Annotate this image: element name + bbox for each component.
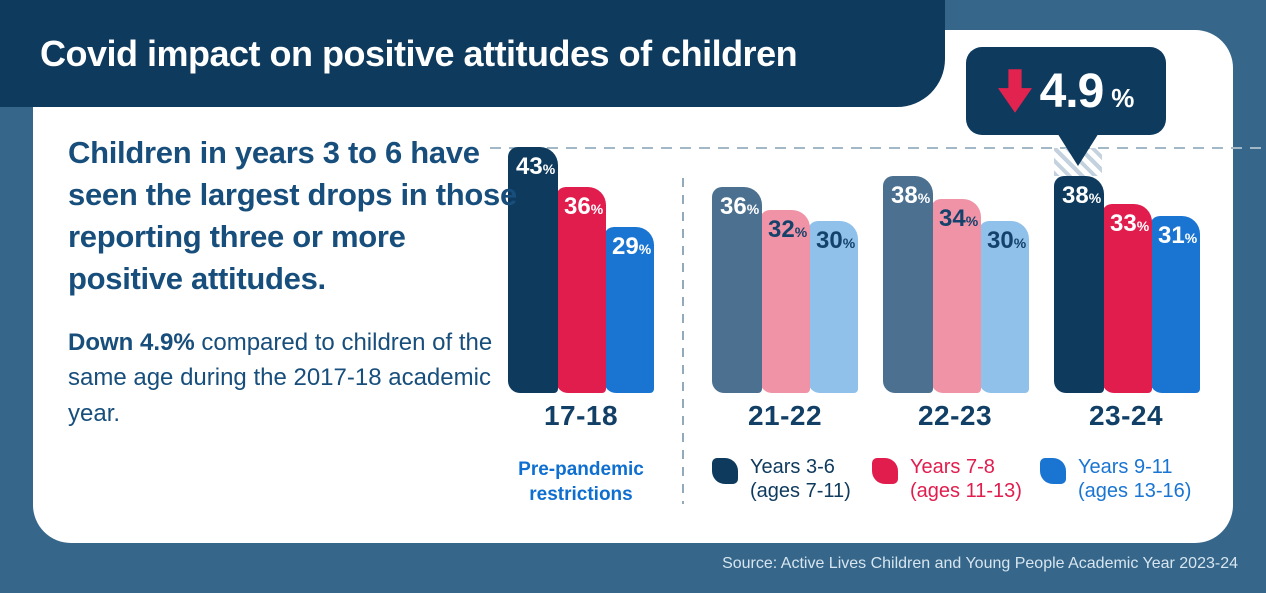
- pre-pandemic-label: Pre-pandemic restrictions: [486, 458, 676, 507]
- category-label-17-18: 17-18: [543, 400, 619, 431]
- detail-text: Down 4.9% compared to children of the sa…: [68, 325, 526, 432]
- bar-value-label: 36%: [564, 193, 604, 220]
- header-banner: Covid impact on positive attitudes of ch…: [0, 0, 945, 107]
- bar-21-22-years-7-8: 32%: [760, 210, 810, 393]
- drop-callout-bubble: 4.9 %: [966, 47, 1166, 135]
- bar-value-label: 38%: [1062, 182, 1102, 209]
- legend-label: Years 3-6 (ages 7-11): [750, 456, 851, 502]
- bar-value-label: 34%: [939, 205, 979, 232]
- intro-text-block: Children in years 3 to 6 have seen the l…: [68, 132, 526, 431]
- bar-23-24-years-7-8: 33%: [1102, 204, 1152, 393]
- bar-value-label: 43%: [516, 153, 556, 180]
- legend-item-years-3-6: Years 3-6 (ages 7-11): [712, 455, 851, 503]
- group-divider-dashed-line: [682, 178, 684, 504]
- category-label-22-23: 22-23: [917, 400, 993, 431]
- bar-23-24-years-9-11: 31%: [1150, 216, 1200, 393]
- bar-17-18-years-9-11: 29%: [604, 227, 654, 393]
- detail-rest: compared to children of the same age dur…: [68, 328, 493, 427]
- bar-value-label: 36%: [720, 193, 760, 220]
- bar-value-label: 31%: [1158, 222, 1198, 249]
- down-arrow-icon: [997, 69, 1032, 113]
- drop-percent-sign: %: [1111, 82, 1135, 113]
- legend-item-years-7-8: Years 7-8 (ages 11-13): [872, 455, 1022, 503]
- bar-17-18-years-7-8: 36%: [556, 187, 606, 393]
- bar-21-22-years-9-11: 30%: [808, 221, 858, 393]
- source-line: Source: Active Lives Children and Young …: [722, 555, 1238, 572]
- legend-swatch-icon: [1040, 458, 1066, 484]
- category-label-21-22: 21-22: [747, 400, 823, 431]
- legend-swatch-icon: [872, 458, 898, 484]
- bar-value-label: 33%: [1110, 210, 1150, 237]
- bar-22-23-years-3-6: 38%: [883, 176, 933, 393]
- bar-value-label: 38%: [891, 182, 931, 209]
- headline-text: Children in years 3 to 6 have seen the l…: [68, 135, 517, 297]
- legend-label: Years 9-11 (ages 13-16): [1078, 456, 1192, 502]
- bar-value-label: 30%: [816, 227, 856, 254]
- bar-21-22-years-3-6: 36%: [712, 187, 762, 393]
- bar-value-label: 32%: [768, 216, 808, 243]
- pre-pandemic-label-line1: Pre-pandemic: [518, 459, 644, 480]
- bar-23-24-years-3-6: 38%: [1054, 176, 1104, 393]
- bar-17-18-years-3-6: 43%: [508, 147, 558, 393]
- bar-22-23-years-7-8: 34%: [931, 199, 981, 393]
- bar-value-label: 29%: [612, 233, 652, 260]
- pre-pandemic-baseline-dashed-line: [490, 147, 1266, 149]
- legend-label: Years 7-8 (ages 11-13): [910, 456, 1022, 502]
- category-label-23-24: 23-24: [1088, 400, 1164, 431]
- bar-22-23-years-9-11: 30%: [979, 221, 1029, 393]
- page-title: Covid impact on positive attitudes of ch…: [40, 32, 798, 74]
- detail-bold: Down 4.9%: [68, 328, 195, 356]
- legend-swatch-icon: [712, 458, 738, 484]
- legend-item-years-9-11: Years 9-11 (ages 13-16): [1040, 455, 1191, 503]
- pre-pandemic-label-line2: restrictions: [529, 483, 633, 505]
- drop-value: 4.9: [1039, 64, 1105, 118]
- bar-value-label: 30%: [987, 227, 1027, 254]
